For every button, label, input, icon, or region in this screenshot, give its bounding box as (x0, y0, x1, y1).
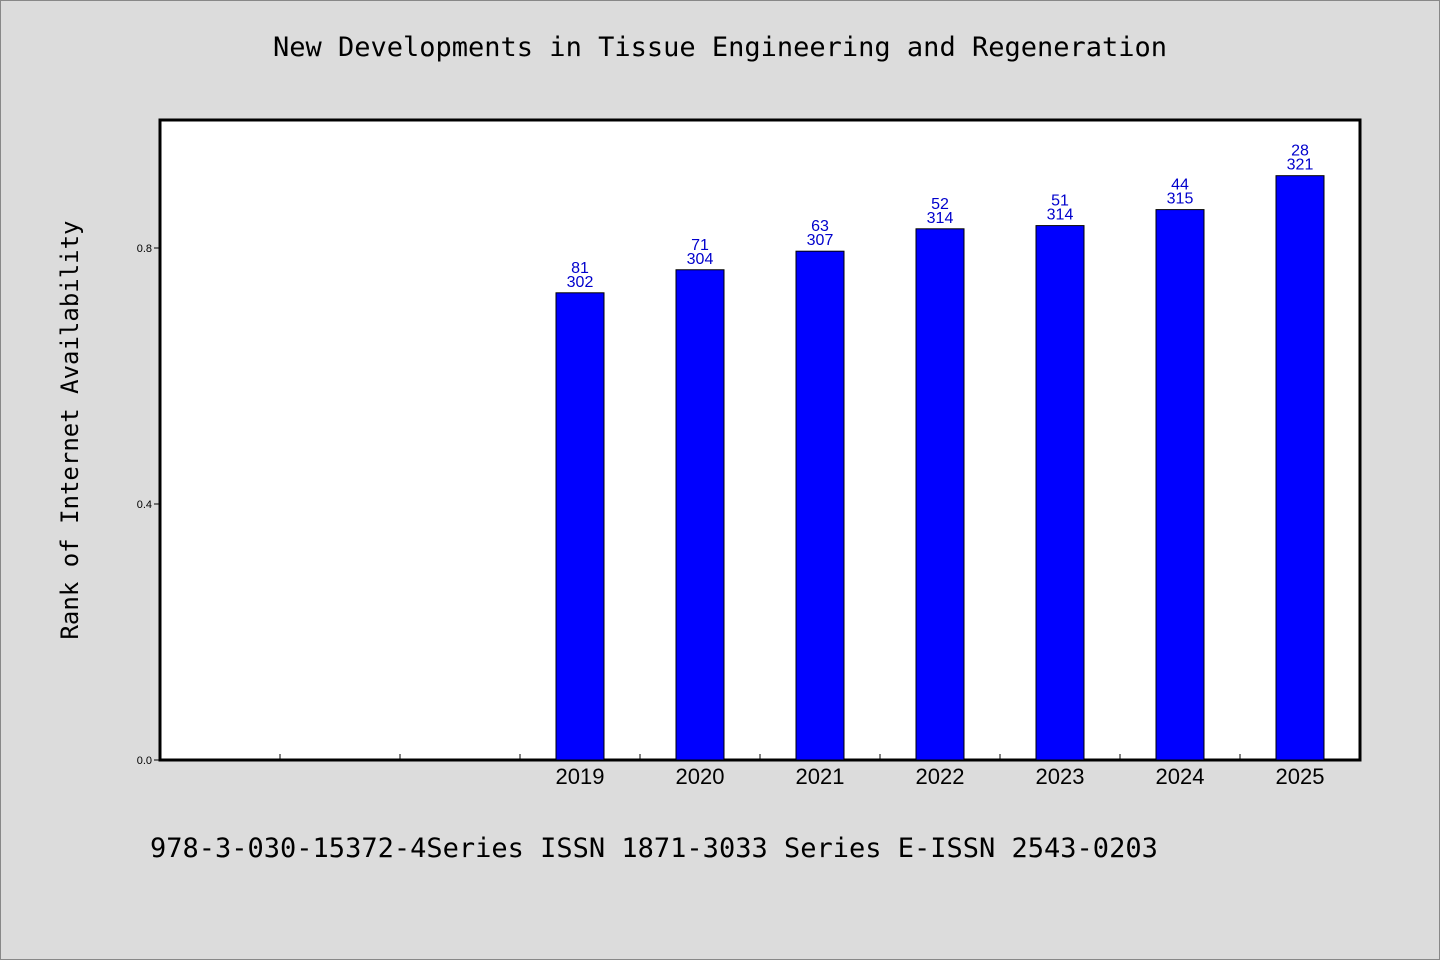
isbn-issn-footer: 978-3-030-15372-4Series ISSN 1871-3033 S… (150, 833, 1158, 864)
y-tick-label: 0.8 (137, 243, 152, 255)
x-tick-label: 2022 (916, 764, 965, 789)
bar-label-bottom: 304 (687, 251, 714, 268)
y-axis-label: Rank of Internet Availability (56, 220, 84, 639)
bar-label-bottom: 314 (927, 210, 954, 227)
bar-label-top: 52 (931, 196, 949, 213)
bar-2022 (915, 228, 965, 761)
x-tick-label: 2025 (1276, 764, 1325, 789)
bar-2025 (1275, 175, 1325, 761)
x-tick-label: 2021 (796, 764, 845, 789)
bar-2019 (555, 292, 605, 761)
bar-2024 (1155, 209, 1205, 761)
bar-label-top: 44 (1171, 177, 1189, 194)
x-tick-label: 2023 (1036, 764, 1085, 789)
x-tick-label: 2020 (676, 764, 725, 789)
bar-label-bottom: 321 (1287, 157, 1314, 174)
bar-label-bottom: 307 (807, 232, 834, 249)
bar-label-top: 51 (1051, 193, 1069, 210)
bar-2020 (675, 269, 725, 761)
bar-2021 (795, 250, 845, 761)
bar-label-bottom: 314 (1047, 207, 1074, 224)
bar-label-top: 71 (691, 237, 709, 254)
bar-2023 (1035, 225, 1085, 761)
bar-label-bottom: 315 (1167, 191, 1194, 208)
chart-title: New Developments in Tissue Engineering a… (272, 32, 1168, 63)
y-tick-label: 0.4 (137, 499, 152, 511)
x-tick-label: 2024 (1156, 764, 1205, 789)
bar-label-top: 63 (811, 218, 829, 235)
y-tick-label: 0.0 (137, 755, 152, 767)
x-tick-label: 2019 (556, 764, 605, 789)
bar-label-top: 28 (1291, 143, 1309, 160)
bar-label-bottom: 302 (567, 274, 594, 291)
bar-label-top: 81 (571, 260, 589, 277)
